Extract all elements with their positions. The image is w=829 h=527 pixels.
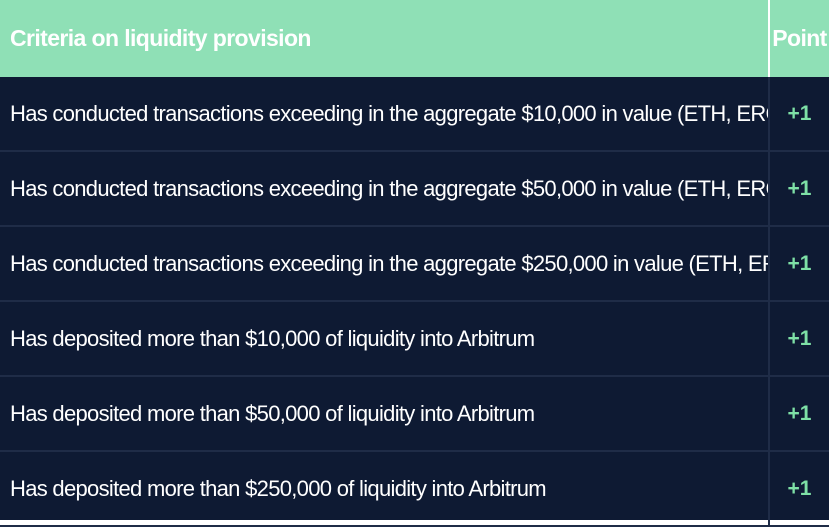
table-row: Has conducted transactions exceeding in … [0,77,829,152]
table-body: Has conducted transactions exceeding in … [0,77,829,527]
row-criteria: Has conducted transactions exceeding in … [10,250,768,276]
table-row: Has deposited more than $50,000 of liqui… [0,377,829,452]
row-point: +1 [768,77,829,150]
row-point: +1 [768,227,829,300]
row-criteria: Has deposited more than $10,000 of liqui… [10,325,535,351]
table-row: Has conducted transactions exceeding in … [0,227,829,302]
row-point: +1 [768,302,829,375]
row-criteria: Has conducted transactions exceeding in … [10,100,768,126]
row-criteria: Has conducted transactions exceeding in … [10,175,768,201]
table-row: Has deposited more than $250,000 of liqu… [0,452,829,527]
row-criteria: Has deposited more than $250,000 of liqu… [10,475,547,501]
row-point: +1 [768,377,829,450]
row-point: +1 [768,152,829,225]
header-point: Point [768,0,829,77]
header-criteria: Criteria on liquidity provision [10,25,311,51]
row-criteria: Has deposited more than $50,000 of liqui… [10,400,535,426]
table-row: Has deposited more than $10,000 of liqui… [0,302,829,377]
table-header: Criteria on liquidity provision Point [0,0,829,77]
table-row: Has conducted transactions exceeding in … [0,152,829,227]
row-point: +1 [768,452,829,525]
